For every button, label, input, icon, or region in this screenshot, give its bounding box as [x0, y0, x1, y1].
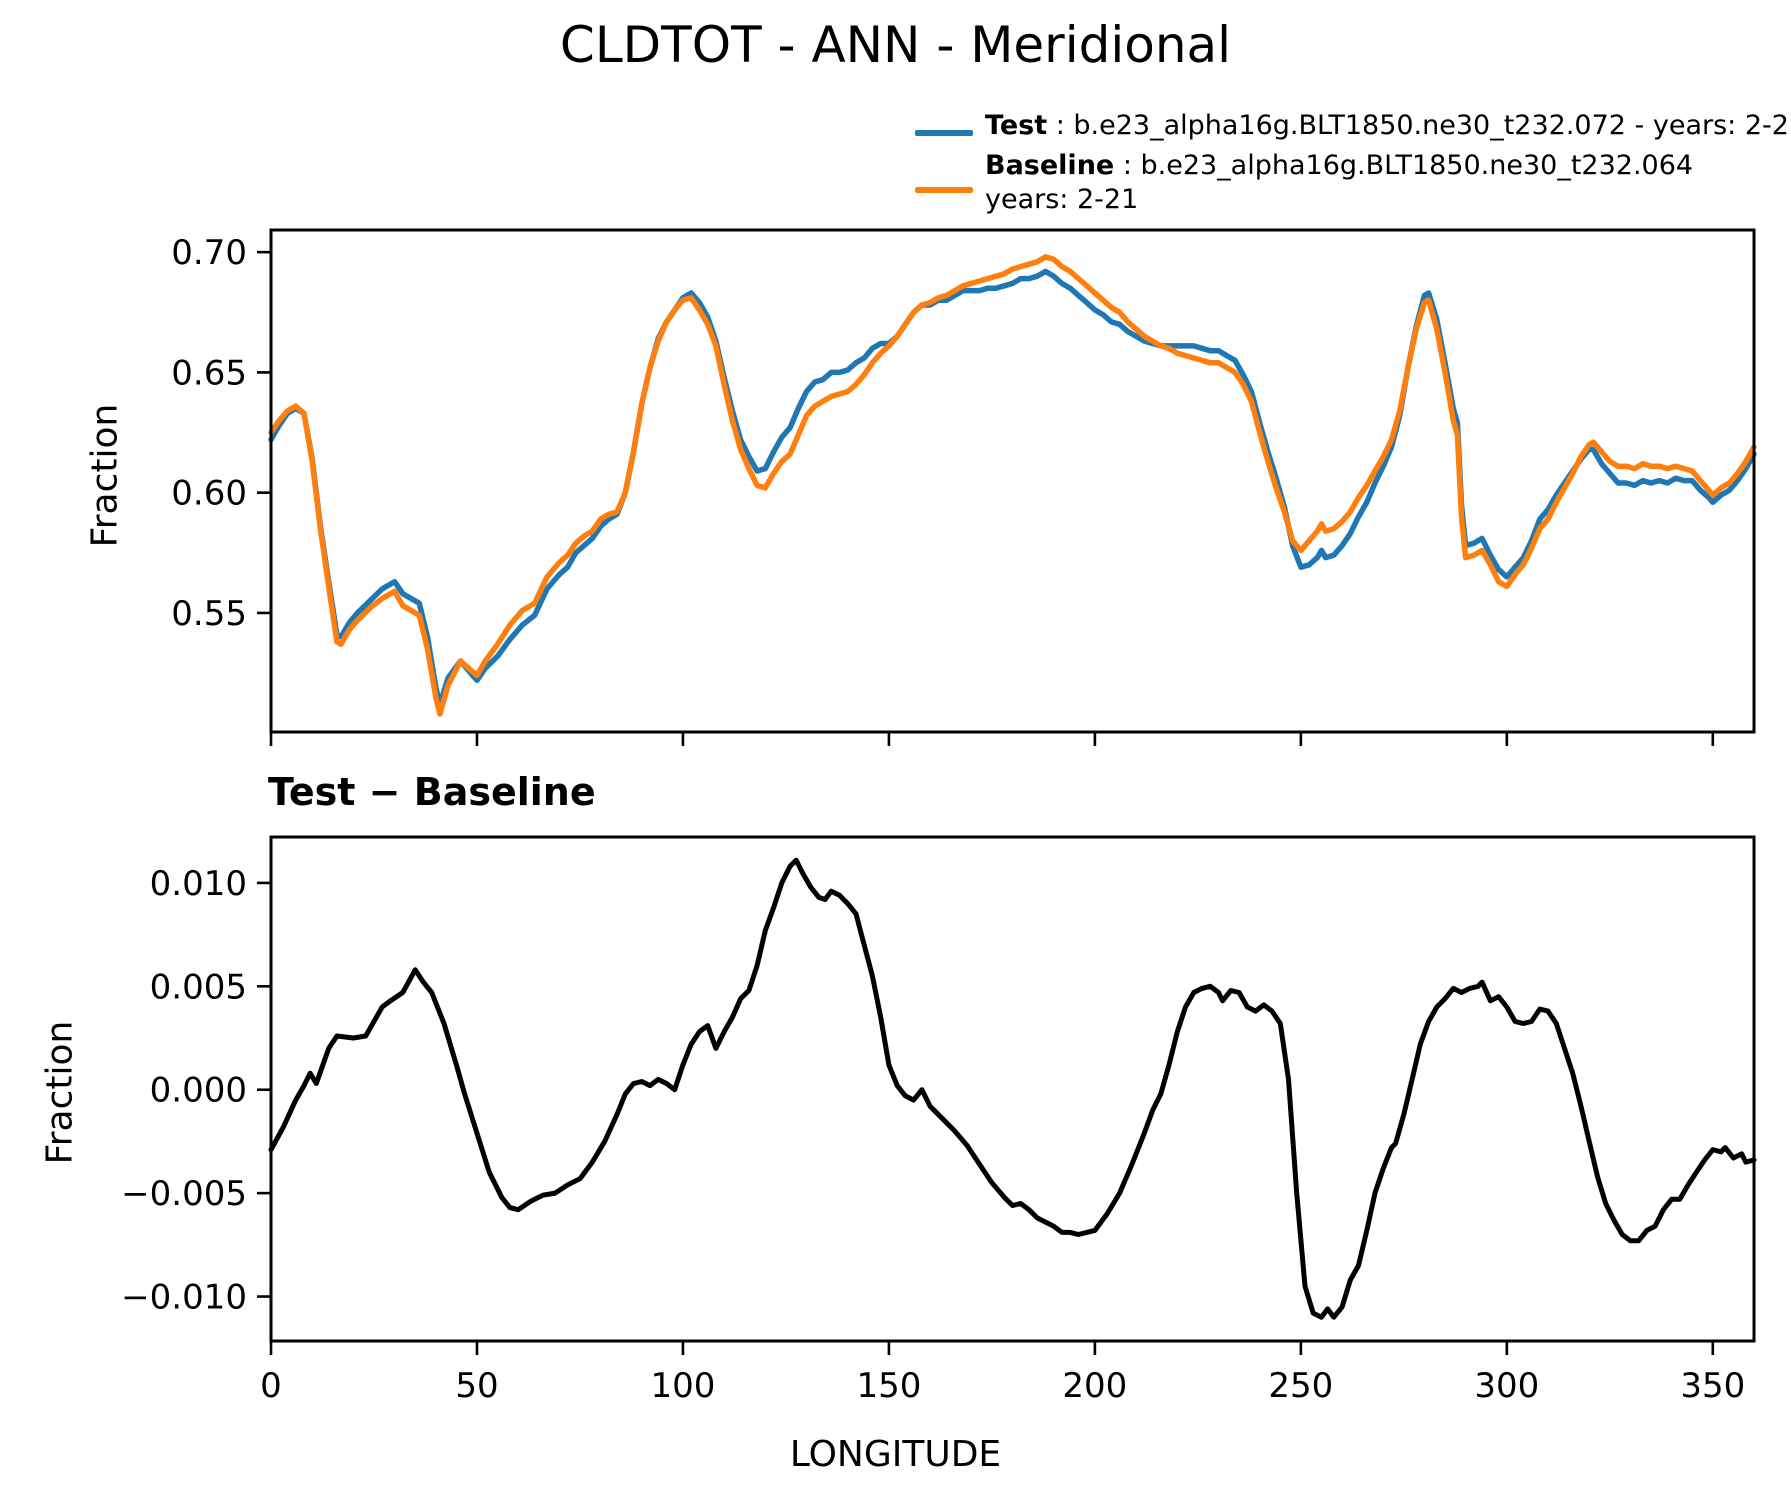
legend-test-label: Test — [985, 110, 1048, 141]
legend-test-text: : b.e23_alpha16g.BLT1850.ne30_t232.072 -… — [1047, 110, 1791, 141]
x-tick-label: 200 — [1062, 1366, 1127, 1406]
axes-frame — [269, 835, 1756, 1343]
test-line-swatch — [915, 130, 973, 136]
x-tick-label: 0 — [260, 1366, 282, 1406]
y-tick-label: 0.010 — [150, 864, 247, 904]
y-tick-label: 0.000 — [150, 1071, 247, 1111]
legend-baseline-text: : b.e23_alpha16g.BLT1850.ne30_t232.064 — [1114, 150, 1694, 181]
x-tick-label: 300 — [1474, 1366, 1539, 1406]
y-tick-label: 0.65 — [171, 353, 247, 393]
baseline-line-swatch — [915, 187, 973, 193]
y-tick-label: −0.010 — [121, 1278, 247, 1318]
x-tick-label: 150 — [856, 1366, 921, 1406]
axes-frame — [269, 228, 1756, 734]
y-tick-label: 0.70 — [171, 233, 247, 273]
x-tick-label: 100 — [650, 1366, 715, 1406]
test-minus-baseline-line — [268, 857, 1757, 1320]
page-title: CLDTOT - ANN - Meridional — [559, 16, 1232, 74]
y-tick-label: 0.60 — [171, 474, 247, 514]
y-tick-label: −0.005 — [121, 1174, 247, 1214]
y-tick-label: 0.55 — [171, 594, 247, 634]
x-tick-label: 50 — [455, 1366, 498, 1406]
x-tick-label: 250 — [1268, 1366, 1333, 1406]
diff-panel-title: Test − Baseline — [268, 770, 596, 814]
legend-baseline-years: years: 2-21 — [985, 184, 1139, 215]
x-tick-label: 350 — [1680, 1366, 1745, 1406]
legend-entry-baseline: Baseline : b.e23_alpha16g.BLT1850.ne30_t… — [985, 150, 1693, 181]
legend-entry-test: Test : b.e23_alpha16g.BLT1850.ne30_t232.… — [985, 110, 1791, 141]
test-line — [268, 268, 1757, 708]
x-axis-label: LONGITUDE — [789, 1434, 1002, 1475]
legend-baseline-label: Baseline — [985, 150, 1115, 181]
baseline-line — [268, 254, 1757, 717]
y-tick-label: 0.005 — [150, 967, 247, 1007]
